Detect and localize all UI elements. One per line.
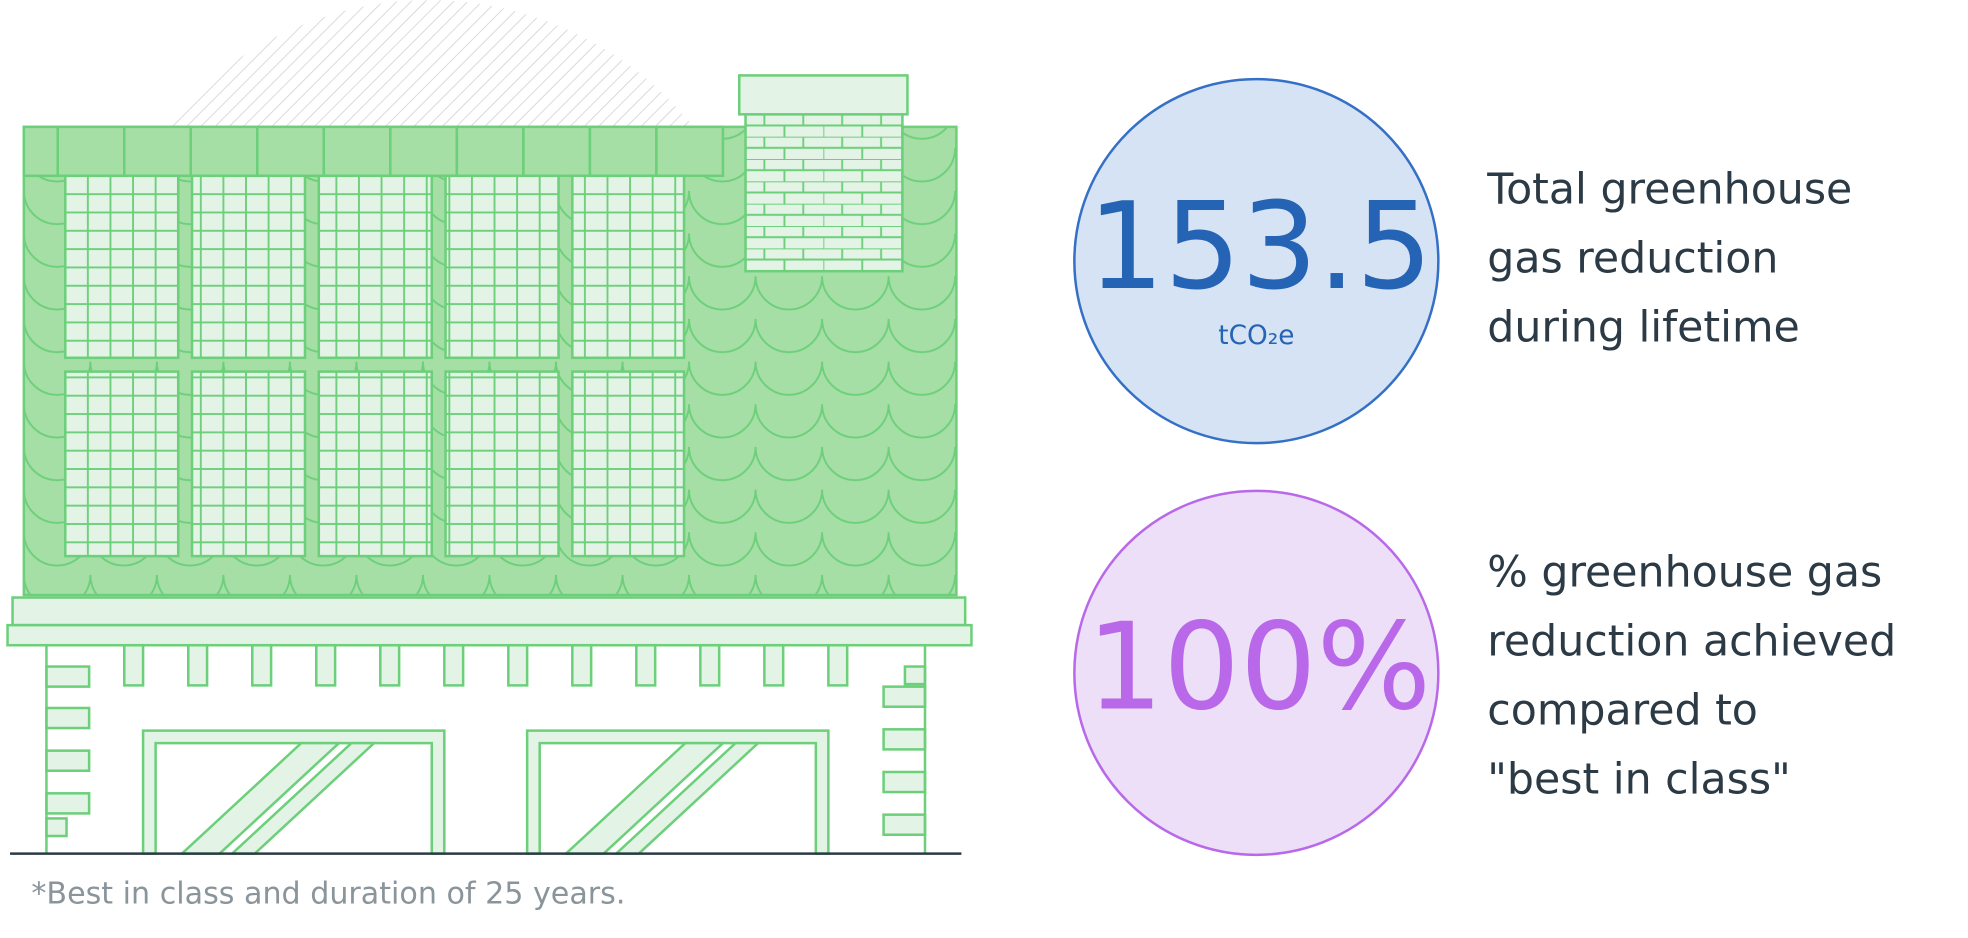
footnote: *Best in class and duration of 25 years.: [31, 876, 625, 911]
stat-description: during lifetime: [1487, 303, 1800, 353]
stat-description: Total greenhouse: [1486, 165, 1852, 215]
stat-description: reduction achieved: [1487, 616, 1896, 666]
stat-description: compared to: [1487, 686, 1758, 736]
stat-value: 153.5: [1088, 177, 1433, 317]
stat-description: "best in class": [1487, 755, 1790, 805]
stat-value: 100%: [1087, 598, 1431, 738]
page: 153.5 tCO₂e Total greenhouse gas reducti…: [0, 0, 1968, 934]
infographic: 153.5 tCO₂e Total greenhouse gas reducti…: [0, 0, 1968, 934]
stat-description: % greenhouse gas: [1487, 547, 1882, 597]
house-illustration: [8, 0, 972, 853]
stat-unit: tCO₂e: [1218, 321, 1294, 351]
stat-description: gas reduction: [1487, 234, 1778, 284]
